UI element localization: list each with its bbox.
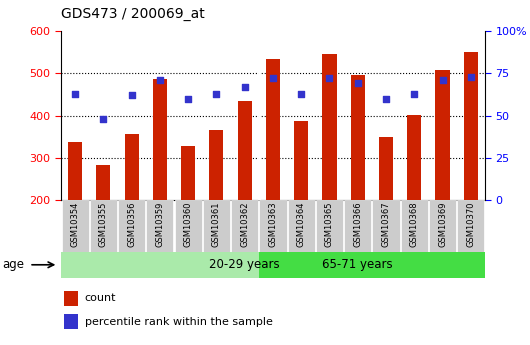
Point (325, 76, 334, 81)
Bar (209, 130, 224, 200)
FancyBboxPatch shape (146, 200, 173, 252)
Bar (68, 142, 82, 200)
Point (354, 81, 362, 86)
Text: 65-71 years: 65-71 years (322, 258, 393, 271)
FancyBboxPatch shape (203, 200, 230, 252)
FancyBboxPatch shape (429, 200, 456, 252)
Text: percentile rank within the sample: percentile rank within the sample (85, 317, 272, 327)
Text: count: count (85, 294, 116, 303)
Text: GSM10354: GSM10354 (70, 201, 80, 247)
Bar (266, 59, 280, 200)
Text: GSM10360: GSM10360 (184, 201, 192, 247)
Text: GSM10359: GSM10359 (155, 201, 164, 247)
FancyBboxPatch shape (288, 200, 315, 252)
Bar (153, 79, 167, 200)
FancyBboxPatch shape (457, 200, 484, 252)
FancyBboxPatch shape (316, 200, 343, 252)
Text: GSM10365: GSM10365 (325, 201, 334, 247)
Point (269, 76, 277, 81)
Bar (96, 166, 110, 200)
Text: GSM10356: GSM10356 (127, 201, 136, 247)
FancyBboxPatch shape (61, 200, 89, 252)
Point (241, 84, 249, 90)
Point (99, 116, 108, 122)
FancyBboxPatch shape (373, 200, 400, 252)
Text: GSM10366: GSM10366 (354, 201, 362, 247)
Bar (64, 290, 78, 306)
Text: GSM10370: GSM10370 (466, 201, 475, 247)
Point (466, 74, 475, 79)
Text: age: age (3, 258, 25, 271)
Point (297, 91, 305, 96)
Bar (181, 146, 195, 200)
Bar (322, 54, 337, 200)
Text: GSM10364: GSM10364 (297, 201, 306, 247)
Text: GSM10368: GSM10368 (410, 201, 419, 247)
Point (156, 77, 164, 83)
Text: GSM10369: GSM10369 (438, 201, 447, 247)
Point (410, 91, 419, 96)
Bar (436, 69, 449, 200)
Text: GSM10362: GSM10362 (240, 201, 249, 247)
FancyBboxPatch shape (344, 200, 372, 252)
Bar (407, 115, 421, 200)
FancyBboxPatch shape (90, 200, 117, 252)
Text: GSM10361: GSM10361 (212, 201, 221, 247)
FancyBboxPatch shape (118, 200, 145, 252)
Bar (464, 52, 478, 200)
Bar (351, 76, 365, 200)
Point (184, 96, 192, 101)
Text: GSM10367: GSM10367 (382, 201, 391, 247)
FancyBboxPatch shape (401, 200, 428, 252)
Point (438, 77, 447, 83)
Bar (125, 134, 139, 200)
Bar (64, 314, 78, 329)
FancyBboxPatch shape (174, 200, 202, 252)
Bar (294, 121, 308, 200)
FancyBboxPatch shape (259, 200, 287, 252)
Text: GSM10363: GSM10363 (269, 201, 277, 247)
Point (212, 91, 220, 96)
FancyBboxPatch shape (231, 200, 258, 252)
FancyBboxPatch shape (259, 252, 485, 278)
FancyBboxPatch shape (61, 252, 259, 278)
Bar (237, 101, 252, 200)
Point (127, 92, 136, 98)
Text: GSM10355: GSM10355 (99, 201, 108, 247)
Bar (379, 137, 393, 200)
Point (382, 96, 390, 101)
Text: GDS473 / 200069_at: GDS473 / 200069_at (61, 7, 205, 21)
Point (71, 91, 80, 96)
Text: 20-29 years: 20-29 years (209, 258, 280, 271)
